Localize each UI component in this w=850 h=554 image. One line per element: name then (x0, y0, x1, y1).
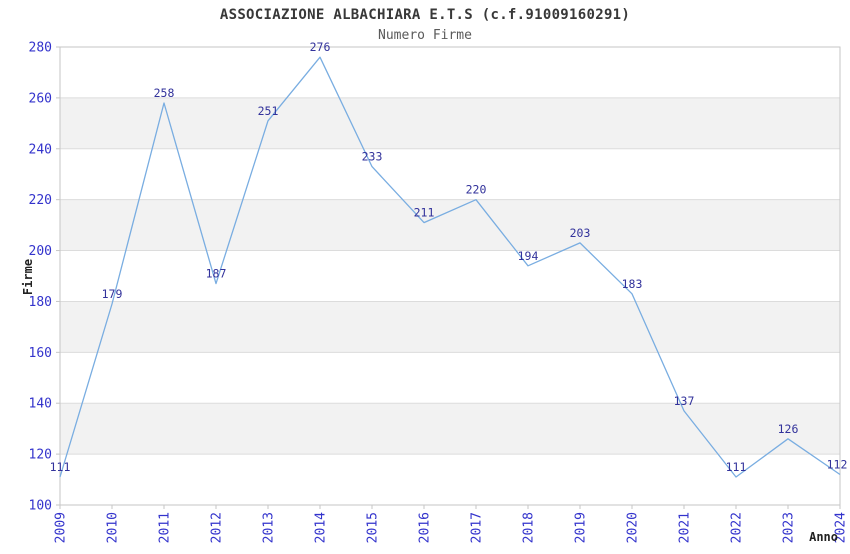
x-tick-label: 2010 (106, 512, 121, 543)
y-tick-label: 100 (29, 499, 52, 514)
y-axis-title: Firme (21, 259, 35, 295)
data-label: 183 (622, 277, 643, 291)
data-label: 251 (258, 104, 279, 118)
x-tick-label: 2020 (626, 512, 641, 543)
y-tick-label: 180 (29, 295, 52, 310)
data-label: 137 (674, 394, 695, 408)
x-tick-label: 2009 (54, 512, 69, 543)
data-label: 179 (102, 287, 123, 301)
x-tick-label: 2019 (574, 512, 589, 543)
plot-border (59, 46, 841, 506)
x-tick-label: 2013 (262, 512, 277, 543)
x-tick-label: 2022 (730, 512, 745, 543)
data-label: 194 (518, 249, 539, 263)
data-label: 203 (570, 226, 591, 240)
x-tick-label: 2014 (314, 512, 329, 543)
data-label: 111 (726, 460, 747, 474)
data-label: 233 (362, 150, 383, 164)
plot-band (60, 403, 840, 455)
x-tick-label: 2016 (418, 512, 433, 543)
data-label: 276 (310, 40, 331, 54)
y-tick-label: 260 (29, 91, 52, 106)
x-tick-label: 2015 (366, 512, 381, 543)
data-label: 111 (50, 460, 71, 474)
plot-band (60, 301, 840, 353)
chart-title: ASSOCIAZIONE ALBACHIARA E.T.S (c.f.91009… (219, 7, 631, 23)
y-tick-label: 220 (29, 193, 52, 208)
data-label: 211 (414, 206, 435, 220)
x-tick-label: 2024 (834, 512, 849, 543)
plot-band (60, 97, 840, 149)
x-axis-title: Anno (809, 530, 838, 544)
x-tick-label: 2021 (678, 512, 693, 543)
x-tick-label: 2023 (782, 512, 797, 543)
y-tick-label: 240 (29, 142, 52, 157)
y-tick-label: 160 (29, 346, 52, 361)
x-tick-label: 2017 (470, 512, 485, 543)
y-tick-label: 140 (29, 397, 52, 412)
x-tick-label: 2018 (522, 512, 537, 543)
x-tick-label: 2011 (158, 512, 173, 543)
data-label: 220 (466, 183, 487, 197)
y-tick-label: 280 (29, 41, 52, 56)
data-label: 187 (206, 267, 227, 281)
x-tick-label: 2012 (210, 512, 225, 543)
data-label: 126 (778, 422, 799, 436)
data-line (59, 56, 841, 478)
plot-band (60, 199, 840, 251)
chart-subtitle: Numero Firme (378, 28, 472, 43)
y-tick-label: 120 (29, 448, 52, 463)
y-tick-label: 200 (29, 244, 52, 259)
data-label: 258 (154, 86, 175, 100)
data-label: 112 (827, 457, 848, 471)
